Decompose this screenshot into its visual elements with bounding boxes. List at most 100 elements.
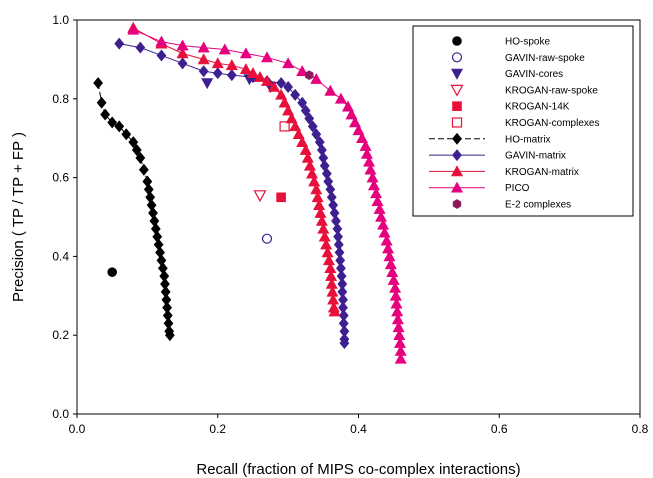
data-point xyxy=(300,104,311,117)
legend-item: GAVIN-raw-spoke xyxy=(451,52,585,64)
data-point xyxy=(198,65,209,78)
legend-label: HO-matrix xyxy=(505,134,551,145)
series-ho-spoke xyxy=(107,267,117,277)
legend-label: GAVIN-raw-spoke xyxy=(505,53,585,64)
data-point xyxy=(324,84,337,96)
data-point xyxy=(107,116,118,129)
data-point xyxy=(303,159,316,171)
data-point xyxy=(114,120,125,133)
legend-label: KROGAN-14K xyxy=(505,102,570,113)
data-point xyxy=(282,104,295,116)
data-point xyxy=(285,112,298,124)
data-point xyxy=(131,144,142,156)
legend-marker xyxy=(451,52,463,63)
legend-item: KROGAN-raw-spoke xyxy=(450,84,598,97)
data-point xyxy=(345,108,358,120)
x-axis-title: Recall (fraction of MIPS co-complex inte… xyxy=(196,461,520,478)
series-krogan-matrix xyxy=(127,21,341,317)
data-point xyxy=(135,41,146,54)
data-point xyxy=(371,195,384,207)
x-tick-label: 0.0 xyxy=(69,422,86,436)
data-point xyxy=(348,116,361,128)
data-point xyxy=(218,43,231,55)
data-point xyxy=(121,128,132,141)
data-point xyxy=(176,39,189,51)
data-point xyxy=(282,57,295,69)
y-axis-title: Precision ( TP / TP + FP ) xyxy=(10,132,27,302)
data-point xyxy=(339,337,350,350)
legend-item: PICO xyxy=(429,181,530,194)
data-point xyxy=(375,210,388,222)
data-point xyxy=(296,65,309,77)
legend-label: KROGAN-matrix xyxy=(505,167,579,178)
data-point xyxy=(127,23,140,35)
x-tick-label: 0.2 xyxy=(209,422,226,436)
data-point xyxy=(310,72,323,84)
data-point xyxy=(135,151,146,164)
legend-item: HO-spoke xyxy=(452,36,550,48)
data-point xyxy=(177,57,188,70)
data-point xyxy=(328,305,341,317)
legend-item: HO-matrix xyxy=(429,132,551,145)
series-krogan-14k xyxy=(276,192,286,203)
data-point xyxy=(226,69,237,82)
data-point xyxy=(296,136,309,147)
data-point xyxy=(100,108,111,121)
data-point xyxy=(261,51,274,63)
data-point xyxy=(378,226,391,238)
data-point xyxy=(305,70,314,81)
y-tick-label: 1.0 xyxy=(52,13,69,27)
data-point xyxy=(341,100,354,112)
data-point xyxy=(96,96,107,109)
data-point xyxy=(211,57,224,69)
data-point xyxy=(367,179,380,191)
legend-item: KROGAN-complexes xyxy=(451,117,599,129)
series-line xyxy=(119,43,345,344)
data-point xyxy=(93,77,104,90)
data-point xyxy=(246,67,259,78)
legend-marker xyxy=(450,181,464,193)
data-point xyxy=(253,71,266,82)
legend-label: GAVIN-cores xyxy=(505,69,563,80)
series-krogan-raw-spoke xyxy=(253,190,267,203)
legend-marker xyxy=(452,36,462,46)
data-point xyxy=(292,128,305,140)
plot-area xyxy=(93,21,407,364)
legend: HO-spoke GAVIN-raw-spoke GAVIN-cores KROGAN… xyxy=(412,25,634,217)
y-tick-label: 0.8 xyxy=(52,92,69,106)
data-point xyxy=(128,136,139,149)
y-tick-label: 0.2 xyxy=(52,328,69,342)
data-point xyxy=(165,329,175,342)
data-point xyxy=(297,96,308,109)
series-ho-matrix xyxy=(93,77,175,342)
data-point xyxy=(308,175,321,187)
data-point xyxy=(394,352,407,364)
data-point xyxy=(360,147,373,159)
legend-marker xyxy=(452,199,462,209)
data-point xyxy=(239,63,252,75)
legend-item: KROGAN-14K xyxy=(452,101,570,113)
data-point xyxy=(299,143,312,155)
legend-label: KROGAN-complexes xyxy=(505,118,599,129)
legend-label: GAVIN-matrix xyxy=(505,151,566,162)
series-krogan-complexes xyxy=(279,121,290,132)
y-tick-label: 0.6 xyxy=(52,171,69,185)
data-point xyxy=(352,124,365,136)
data-point xyxy=(311,128,322,141)
data-point xyxy=(253,190,267,203)
x-tick-label: 0.8 xyxy=(632,422,649,436)
data-point xyxy=(197,41,210,53)
legend-item: E-2 complexes xyxy=(452,199,571,211)
legend-marker xyxy=(450,84,464,97)
x-tick-label: 0.4 xyxy=(350,422,367,436)
data-point xyxy=(155,35,168,47)
data-point xyxy=(176,47,189,59)
series-pico xyxy=(127,23,407,364)
data-point xyxy=(239,47,252,59)
data-point xyxy=(276,192,286,203)
data-point xyxy=(156,49,167,62)
data-point xyxy=(364,163,377,175)
legend-box xyxy=(412,25,634,217)
legend-marker xyxy=(452,149,462,162)
